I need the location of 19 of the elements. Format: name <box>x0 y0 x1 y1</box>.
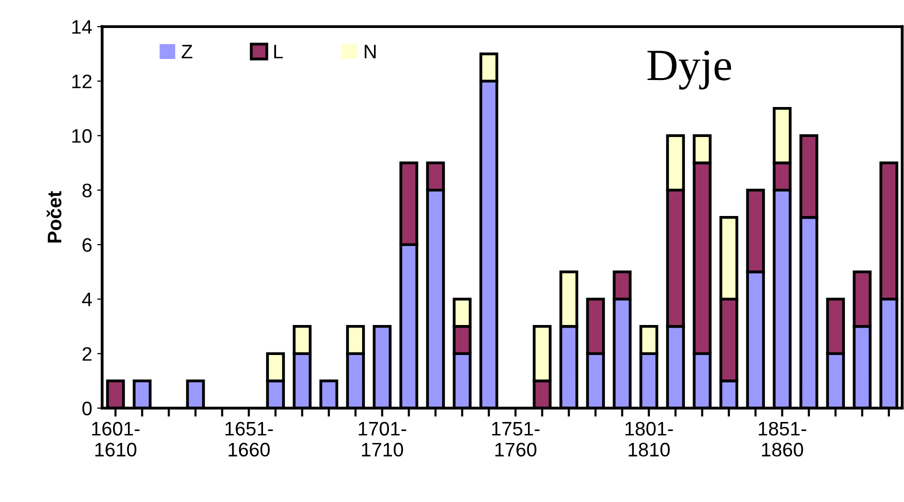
x-tick-label: 1651- 1660 <box>225 422 273 457</box>
y-tick-label: 4 <box>82 292 92 306</box>
y-tick-label: 10 <box>72 129 92 143</box>
x-tick-label: 1851- 1860 <box>758 422 806 457</box>
y-tick-label: 6 <box>82 238 92 252</box>
legend-label: Z <box>182 44 192 58</box>
y-tick-label: 0 <box>82 402 92 416</box>
y-tick-label: 8 <box>82 184 92 198</box>
x-tick-label: 1701- 1710 <box>358 422 406 457</box>
y-tick-label: 14 <box>72 20 92 34</box>
legend-label: N <box>364 44 376 58</box>
chart-title: Dyje <box>647 50 732 90</box>
y-tick-label: 12 <box>72 74 92 88</box>
legend-label: L <box>274 44 283 58</box>
x-tick-label: 1751- 1760 <box>492 422 540 457</box>
y-axis-title: Počet <box>46 191 62 243</box>
x-tick-label: 1601- 1610 <box>92 422 140 457</box>
x-tick-label: 1801- 1810 <box>625 422 673 457</box>
y-tick-label: 2 <box>82 347 92 361</box>
